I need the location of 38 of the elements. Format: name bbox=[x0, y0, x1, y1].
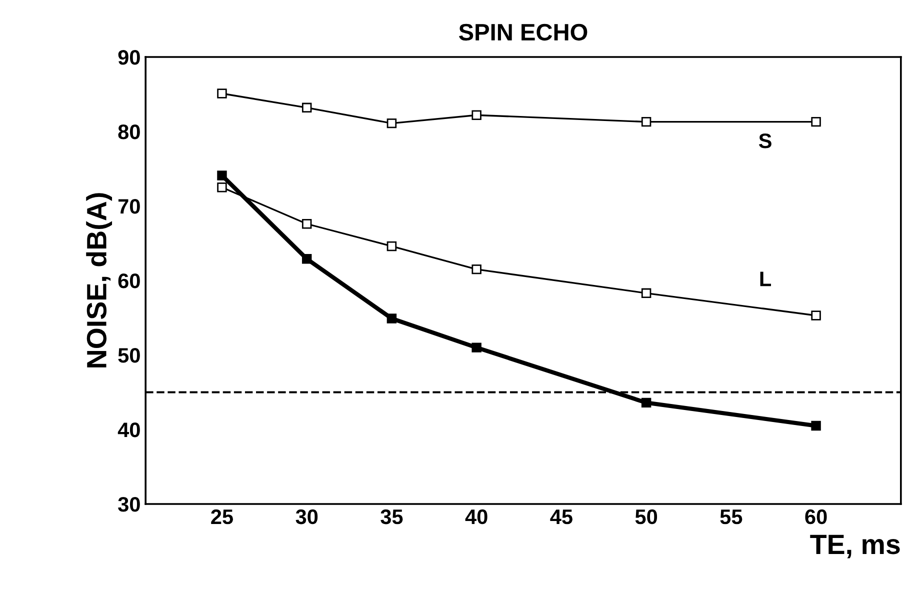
point bbox=[472, 342, 482, 352]
y-tick-label: 40 bbox=[118, 422, 140, 438]
point bbox=[811, 310, 821, 320]
y-axis-title: NOISE, dB(A) bbox=[86, 193, 112, 368]
point bbox=[302, 102, 312, 113]
y-tick-label: 70 bbox=[118, 199, 140, 214]
x-axis-title: TE, ms bbox=[810, 534, 900, 558]
point bbox=[217, 88, 227, 98]
series-label: S bbox=[758, 134, 772, 148]
x-tick-label: 35 bbox=[380, 509, 403, 524]
y-tick-label: 50 bbox=[118, 348, 140, 363]
point bbox=[217, 182, 227, 192]
point bbox=[641, 288, 652, 298]
point bbox=[811, 420, 821, 431]
series-label: L bbox=[760, 272, 771, 286]
chart-title: SPIN ECHO bbox=[458, 24, 588, 41]
point bbox=[217, 170, 227, 180]
x-tick-label: 45 bbox=[550, 510, 572, 524]
point bbox=[472, 110, 482, 120]
point bbox=[302, 219, 312, 229]
point bbox=[386, 118, 397, 128]
point bbox=[472, 264, 482, 274]
x-tick-label: 60 bbox=[805, 509, 827, 524]
point bbox=[641, 398, 652, 408]
x-tick-label: 25 bbox=[211, 509, 233, 524]
point bbox=[302, 254, 312, 264]
y-tick-label: 30 bbox=[118, 497, 140, 512]
x-tick-label: 50 bbox=[635, 509, 658, 524]
point bbox=[386, 241, 397, 252]
x-tick-label: 55 bbox=[720, 510, 742, 524]
x-tick-label: 30 bbox=[296, 509, 318, 524]
y-tick-label: 90 bbox=[118, 50, 140, 65]
point bbox=[641, 116, 652, 127]
x-tick-label: 40 bbox=[465, 509, 488, 524]
y-tick-label: 60 bbox=[118, 274, 140, 288]
point bbox=[811, 116, 821, 127]
y-tick-label: 80 bbox=[118, 124, 140, 140]
point bbox=[386, 314, 397, 324]
